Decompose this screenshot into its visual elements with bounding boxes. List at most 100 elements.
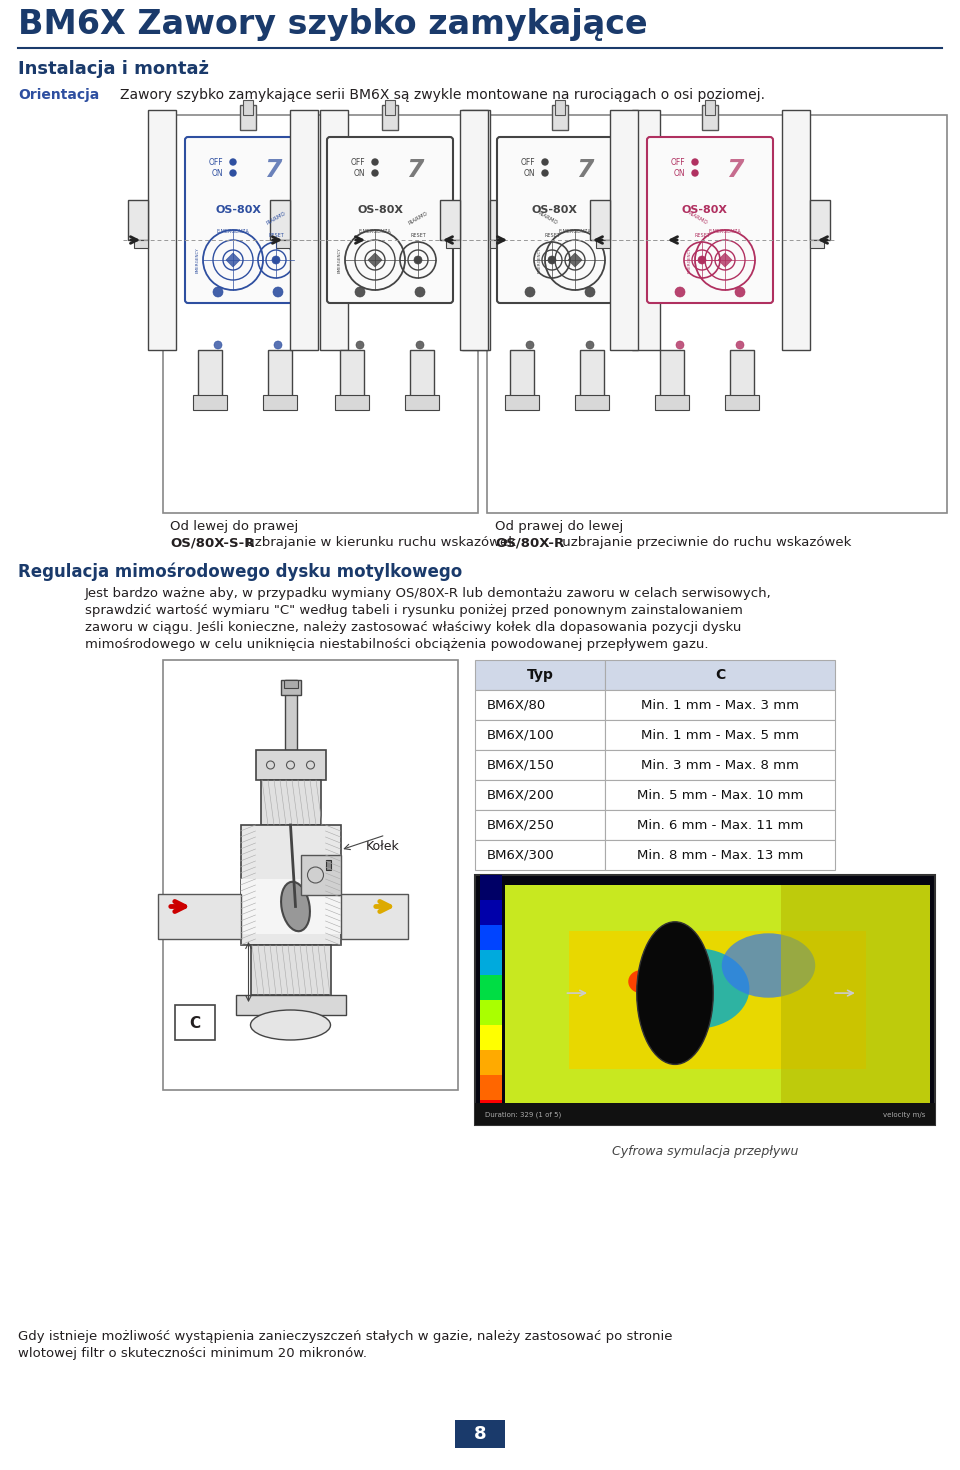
Circle shape	[272, 256, 280, 265]
Bar	[480, 900, 502, 925]
Bar	[440, 200, 460, 240]
Bar	[480, 950, 502, 975]
Text: 7: 7	[576, 157, 593, 182]
Bar	[487, 115, 947, 513]
Text: Duration: 329 (1 of 5): Duration: 329 (1 of 5)	[485, 1111, 562, 1119]
Circle shape	[416, 341, 424, 348]
Bar	[475, 750, 605, 781]
Bar	[163, 115, 478, 513]
Circle shape	[214, 341, 222, 348]
Bar	[605, 750, 835, 781]
Bar	[341, 894, 408, 939]
Bar	[148, 110, 176, 350]
Text: OFF: OFF	[520, 157, 535, 166]
Circle shape	[675, 287, 685, 297]
Text: OS-80X: OS-80X	[357, 204, 403, 215]
Bar	[128, 200, 148, 240]
Bar	[568, 931, 866, 1069]
Text: Jest bardzo ważne aby, w przypadku wymiany OS/80X-R lub demontażu zaworu w celac: Jest bardzo ważne aby, w przypadku wymia…	[85, 587, 772, 600]
Circle shape	[355, 287, 365, 297]
Bar	[270, 200, 290, 240]
Text: sprawdzić wartość wymiaru "C" według tabeli i rysunku poniżej przed ponownym zai: sprawdzić wartość wymiaru "C" według tab…	[85, 604, 743, 617]
Bar	[510, 350, 534, 400]
Bar	[605, 689, 835, 720]
Bar	[480, 1050, 502, 1075]
Bar	[163, 660, 458, 1089]
Bar	[605, 781, 835, 810]
Text: BM6X/200: BM6X/200	[487, 788, 555, 801]
Text: RIARMO: RIARMO	[265, 210, 287, 225]
Bar	[475, 810, 605, 839]
Text: RIARMO: RIARMO	[538, 210, 559, 225]
Circle shape	[542, 159, 548, 165]
Bar	[605, 839, 835, 870]
Bar	[480, 1075, 502, 1100]
Text: velocity m/s: velocity m/s	[882, 1111, 925, 1119]
Bar	[134, 240, 148, 248]
Circle shape	[372, 159, 378, 165]
Text: 7: 7	[727, 157, 744, 182]
Text: RESET: RESET	[410, 232, 426, 238]
Bar	[462, 110, 490, 350]
Circle shape	[542, 171, 548, 176]
Circle shape	[274, 341, 282, 348]
Text: RESET: RESET	[268, 232, 284, 238]
Text: BM6X/300: BM6X/300	[487, 848, 555, 861]
Text: OS-80X: OS-80X	[532, 204, 578, 215]
Text: BM6X/100: BM6X/100	[487, 729, 555, 741]
Bar	[335, 395, 369, 410]
Bar	[605, 810, 835, 839]
Bar	[605, 660, 835, 689]
Bar	[382, 104, 398, 129]
Bar	[655, 395, 689, 410]
Circle shape	[230, 171, 236, 176]
Bar	[300, 856, 341, 895]
Bar	[660, 240, 674, 248]
Bar	[385, 100, 395, 115]
Text: Od lewej do prawej: Od lewej do prawej	[170, 520, 299, 534]
Circle shape	[230, 159, 236, 165]
Text: EMERGENCY: EMERGENCY	[196, 247, 200, 273]
Ellipse shape	[722, 933, 815, 998]
Text: 7: 7	[406, 157, 423, 182]
Polygon shape	[368, 253, 382, 268]
Bar	[480, 975, 502, 1000]
Text: Kołek: Kołek	[366, 839, 399, 853]
FancyBboxPatch shape	[327, 137, 453, 303]
Ellipse shape	[636, 922, 713, 1064]
Bar	[480, 925, 502, 950]
Text: 7: 7	[264, 157, 281, 182]
Text: BM6X/250: BM6X/250	[487, 819, 555, 832]
FancyBboxPatch shape	[185, 137, 311, 303]
Polygon shape	[718, 253, 732, 268]
Ellipse shape	[628, 970, 654, 994]
Circle shape	[585, 287, 595, 297]
Text: zaworu w ciągu. Jeśli konieczne, należy zastosować właściwy kołek dla dopasowani: zaworu w ciągu. Jeśli konieczne, należy …	[85, 620, 741, 634]
Text: Od prawej do lewej: Od prawej do lewej	[495, 520, 623, 534]
Text: ON: ON	[523, 169, 535, 178]
Circle shape	[273, 287, 283, 297]
Bar	[320, 110, 348, 350]
Ellipse shape	[281, 882, 310, 931]
Text: E·MERGENZA: E·MERGENZA	[708, 228, 741, 234]
Text: Typ: Typ	[527, 667, 553, 682]
Text: C: C	[715, 667, 725, 682]
Text: OFF: OFF	[350, 157, 365, 166]
Bar	[446, 240, 460, 248]
Text: Min. 8 mm - Max. 13 mm: Min. 8 mm - Max. 13 mm	[636, 848, 804, 861]
Text: BM6X/150: BM6X/150	[487, 759, 555, 772]
Text: BM6X Zawory szybko zamykające: BM6X Zawory szybko zamykające	[18, 7, 648, 41]
Bar	[158, 894, 241, 939]
Text: ON: ON	[673, 169, 685, 178]
Bar	[480, 875, 502, 900]
Circle shape	[525, 287, 535, 297]
Bar	[325, 860, 330, 870]
Circle shape	[414, 256, 422, 265]
Bar	[782, 110, 810, 350]
Bar	[268, 350, 292, 400]
Bar	[475, 1102, 935, 1125]
Text: 8: 8	[473, 1424, 487, 1444]
Polygon shape	[568, 253, 582, 268]
Bar	[480, 1100, 502, 1125]
Bar	[241, 825, 341, 945]
